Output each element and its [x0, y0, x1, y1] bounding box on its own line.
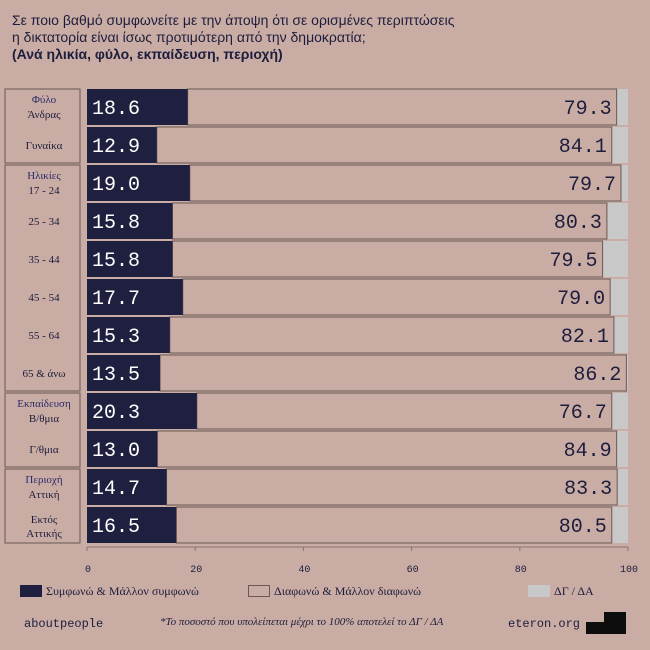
group-label: Εκπαίδευση [17, 398, 71, 410]
chart-title: Σε ποιο βαθμό συμφωνείτε με την άποψη ότ… [12, 12, 612, 63]
legend-swatch-disagree [248, 585, 270, 597]
bar-disagree [182, 278, 611, 316]
row-label: Γ/θμια [29, 444, 59, 456]
footer-source-eteron: eteron.org [508, 617, 581, 631]
title-subtitle: (Ανά ηλικία, φύλο, εκπαίδευση, περιοχή) [12, 46, 283, 62]
data-label-disagree: 83.3 [564, 478, 612, 501]
bar-agree [87, 241, 173, 277]
data-label-disagree: 80.3 [554, 212, 602, 235]
row-label: 45 - 54 [28, 292, 60, 304]
legend-label-agree: Συμφωνώ & Μάλλον συμφωνώ [46, 583, 199, 598]
row-label: Γυναίκα [26, 140, 63, 152]
bar-agree [87, 127, 157, 163]
data-label-disagree: 79.0 [557, 288, 605, 311]
data-label-agree: 16.5 [92, 516, 140, 539]
eteron-logo-icon [586, 612, 626, 634]
data-label-agree: 15.8 [92, 212, 140, 235]
group-label: Φύλο [32, 94, 57, 106]
row-label: Β/θμια [29, 413, 60, 425]
bar-disagree [159, 354, 627, 392]
data-label-agree: 18.6 [92, 98, 140, 121]
data-label-disagree: 84.9 [564, 440, 612, 463]
bar-agree [87, 431, 158, 467]
bar-agree [87, 507, 177, 543]
bar-disagree [156, 430, 618, 468]
data-label-disagree: 79.7 [568, 174, 616, 197]
legend-item-disagree: Διαφωνώ & Μάλλον διαφωνώ [248, 584, 421, 598]
bar-disagree [187, 88, 618, 126]
title-line-2: η δικτατορία είναι ίσως προτιμότερη από … [12, 29, 366, 45]
data-label-agree: 15.3 [92, 326, 140, 349]
title-line-1: Σε ποιο βαθμό συμφωνείτε με την άποψη ότ… [12, 12, 455, 28]
group-box [4, 392, 81, 468]
bar-agree [87, 89, 188, 125]
data-label-disagree: 76.7 [559, 402, 607, 425]
bar-agree [87, 279, 183, 315]
data-label-agree: 14.7 [92, 478, 140, 501]
x-tick-label: 20 [190, 565, 202, 576]
footer-note: *Το ποσοστό που υπολείπεται μέχρι το 100… [160, 616, 444, 628]
data-label-disagree: 79.3 [564, 98, 612, 121]
data-label-agree: 13.5 [92, 364, 140, 387]
row-label: Άνδρας [28, 109, 62, 121]
x-tick-label: 100 [620, 565, 638, 576]
bar-agree [87, 203, 173, 239]
row-label: Αττική [28, 489, 59, 501]
data-label-agree: 15.8 [92, 250, 140, 273]
legend-item-dk: ΔΓ / ΔΑ [528, 584, 594, 598]
data-label-disagree: 84.1 [559, 136, 607, 159]
row-label: 55 - 64 [28, 330, 60, 342]
footer-source-aboutpeople: aboutpeople [24, 617, 104, 631]
row-label: 17 - 24 [28, 185, 60, 197]
group-label: Ηλικίες [27, 170, 61, 182]
row-label: 25 - 34 [28, 216, 60, 228]
x-tick-label: 60 [407, 565, 419, 576]
bar-disagree [169, 316, 615, 354]
row-label-line: Εκτός [31, 514, 58, 526]
row-label: 35 - 44 [28, 254, 60, 266]
x-tick-label: 80 [515, 565, 527, 576]
x-tick-label: 0 [85, 565, 91, 576]
group-box [4, 468, 81, 544]
legend-swatch-agree [20, 585, 42, 597]
data-label-agree: 19.0 [92, 174, 140, 197]
group-label: Περιοχή [25, 474, 62, 486]
bar-disagree [166, 468, 618, 506]
bar-disagree [171, 240, 604, 278]
data-label-agree: 17.7 [92, 288, 140, 311]
bar-disagree [156, 126, 613, 164]
legend-item-agree: Συμφωνώ & Μάλλον συμφωνώ [20, 584, 199, 598]
legend-swatch-dk [528, 585, 550, 597]
data-label-disagree: 86.2 [573, 364, 621, 387]
bar-agree [87, 165, 190, 201]
bar-disagree [171, 202, 608, 240]
row-label: 65 & άνω [22, 368, 65, 380]
bar-disagree [189, 164, 622, 202]
row-label-line: Αττικής [26, 528, 62, 540]
data-label-disagree: 82.1 [561, 326, 609, 349]
group-box [4, 88, 81, 164]
bar-agree [87, 393, 197, 429]
data-label-agree: 20.3 [92, 402, 140, 425]
stacked-bar-chart: 18.6 79.3 Φύλο Άνδρας 12.9 84.1 Γυναίκα 19.0 79.… [4, 88, 638, 576]
legend-label-disagree: Διαφωνώ & Μάλλον διαφωνώ [274, 583, 422, 598]
bar-disagree [196, 392, 613, 430]
data-label-agree: 13.0 [92, 440, 140, 463]
x-tick-label: 40 [298, 565, 310, 576]
data-label-disagree: 80.5 [559, 516, 607, 539]
legend-label-dk: ΔΓ / ΔΑ [554, 583, 594, 598]
bar-agree [87, 355, 161, 391]
bar-agree [87, 317, 170, 353]
data-label-disagree: 79.5 [550, 250, 598, 273]
bar-disagree [175, 506, 613, 544]
bar-agree [87, 469, 167, 505]
group-box [4, 164, 81, 392]
data-label-agree: 12.9 [92, 136, 140, 159]
